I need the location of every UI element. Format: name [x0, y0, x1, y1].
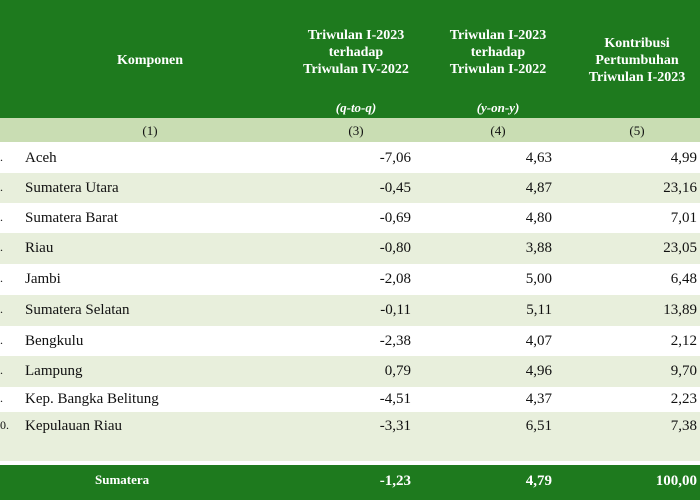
- province-name: Kep. Bangka Belitung: [25, 391, 159, 407]
- header-kontribusi-line: Triwulan I-2023: [588, 70, 686, 85]
- province-name: Lampung: [25, 363, 83, 379]
- header-komponen: Komponen: [116, 53, 184, 68]
- row-number: 0.: [0, 418, 9, 432]
- header-yony: Triwulan I-2023 terhadap Triwulan I-2022: [428, 27, 568, 78]
- table-row: . Sumatera Selatan -0,11 5,11 13,89: [0, 295, 700, 326]
- row-number: .: [0, 210, 3, 224]
- qtoq-value: -0,11: [380, 302, 411, 318]
- yony-value: 4,80: [525, 210, 552, 226]
- header-yony-line: Triwulan I-2023: [449, 28, 547, 43]
- province-name: Sumatera Utara: [25, 180, 119, 196]
- kontribusi-value: 9,70: [670, 363, 697, 379]
- qtoq-value: 0,79: [384, 363, 411, 379]
- table-row: 0. Kepulauan Riau -3,31 6,51 7,38: [0, 412, 700, 441]
- total-yony: 4,79: [525, 473, 552, 489]
- header-yony-sub: (y-on-y): [476, 100, 520, 115]
- header-qtoq-line: Triwulan IV-2022: [303, 62, 409, 77]
- kontribusi-value: 23,05: [663, 240, 697, 256]
- row-number: .: [0, 180, 3, 194]
- yony-value: 5,11: [526, 302, 552, 318]
- qtoq-value: -4,51: [379, 391, 411, 407]
- yony-value: 4,96: [525, 363, 552, 379]
- yony-value: 3,88: [525, 240, 552, 256]
- kontribusi-value: 6,48: [670, 271, 697, 287]
- province-name: Kepulauan Riau: [25, 418, 123, 434]
- yony-value: 4,37: [525, 391, 552, 407]
- row-number: .: [0, 391, 3, 405]
- yony-value: 5,00: [525, 271, 552, 287]
- total-name: Sumatera: [95, 472, 150, 487]
- header-kontribusi: Kontribusi Pertumbuhan Triwulan I-2023: [574, 35, 700, 86]
- qtoq-value: -7,06: [379, 150, 411, 166]
- header-kontribusi-line: Kontribusi: [604, 36, 670, 51]
- table-row: . Kep. Bangka Belitung -4,51 4,37 2,23: [0, 387, 700, 412]
- kontribusi-value: 4,99: [670, 150, 697, 166]
- table-row: . Sumatera Utara -0,45 4,87 23,16: [0, 173, 700, 203]
- total-qtoq: -1,23: [379, 473, 411, 489]
- table-row: . Bengkulu -2,38 4,07 2,12: [0, 326, 700, 356]
- row-number: .: [0, 240, 3, 254]
- kontribusi-value: 7,38: [670, 418, 697, 434]
- header-qtoq-line: Triwulan I-2023: [307, 28, 405, 43]
- table-row: . Riau -0,80 3,88 23,05: [0, 233, 700, 264]
- column-number-row: (1) (3) (4) (5): [0, 118, 700, 142]
- row-number: .: [0, 150, 3, 164]
- kontribusi-value: 2,23: [670, 391, 697, 407]
- qtoq-value: -2,38: [379, 333, 411, 349]
- total-row: Sumatera -1,23 4,79 100,00: [0, 465, 700, 500]
- table-header: Komponen Triwulan I-2023 terhadap Triwul…: [0, 0, 700, 118]
- yony-value: 4,63: [525, 150, 552, 166]
- header-yony-line: terhadap: [470, 45, 526, 60]
- header-qtoq: Triwulan I-2023 terhadap Triwulan IV-202…: [286, 27, 426, 78]
- row-number: .: [0, 363, 3, 377]
- blank-row: [0, 441, 700, 461]
- column-number: (3): [348, 123, 364, 138]
- province-name: Sumatera Selatan: [25, 302, 130, 318]
- yony-value: 4,87: [525, 180, 552, 196]
- province-name: Bengkulu: [25, 333, 84, 349]
- column-number: (4): [490, 123, 506, 138]
- row-number: .: [0, 333, 3, 347]
- province-name: Aceh: [25, 150, 57, 166]
- column-number: (1): [142, 123, 158, 138]
- table-row: . Lampung 0,79 4,96 9,70: [0, 356, 700, 387]
- province-name: Jambi: [25, 271, 61, 287]
- row-number: .: [0, 302, 3, 316]
- header-kontribusi-line: Pertumbuhan: [595, 53, 679, 68]
- kontribusi-value: 23,16: [663, 180, 697, 196]
- header-qtoq-sub: (q-to-q): [335, 100, 377, 115]
- qtoq-value: -3,31: [379, 418, 411, 434]
- row-number: .: [0, 271, 3, 285]
- yony-value: 6,51: [525, 418, 552, 434]
- table-row: . Aceh -7,06 4,63 4,99: [0, 143, 700, 173]
- qtoq-value: -0,80: [379, 240, 411, 256]
- header-yony-line: Triwulan I-2022: [449, 62, 547, 77]
- header-qtoq-line: terhadap: [328, 45, 384, 60]
- total-kontribusi: 100,00: [655, 473, 697, 489]
- table-row: . Jambi -2,08 5,00 6,48: [0, 264, 700, 295]
- yony-value: 4,07: [525, 333, 552, 349]
- kontribusi-value: 13,89: [663, 302, 697, 318]
- table-row: . Sumatera Barat -0,69 4,80 7,01: [0, 203, 700, 233]
- kontribusi-value: 7,01: [670, 210, 697, 226]
- column-number: (5): [629, 123, 645, 138]
- province-name: Sumatera Barat: [25, 210, 118, 226]
- qtoq-value: -2,08: [379, 271, 411, 287]
- qtoq-value: -0,69: [379, 210, 411, 226]
- kontribusi-value: 2,12: [670, 333, 697, 349]
- qtoq-value: -0,45: [379, 180, 411, 196]
- province-name: Riau: [25, 240, 54, 256]
